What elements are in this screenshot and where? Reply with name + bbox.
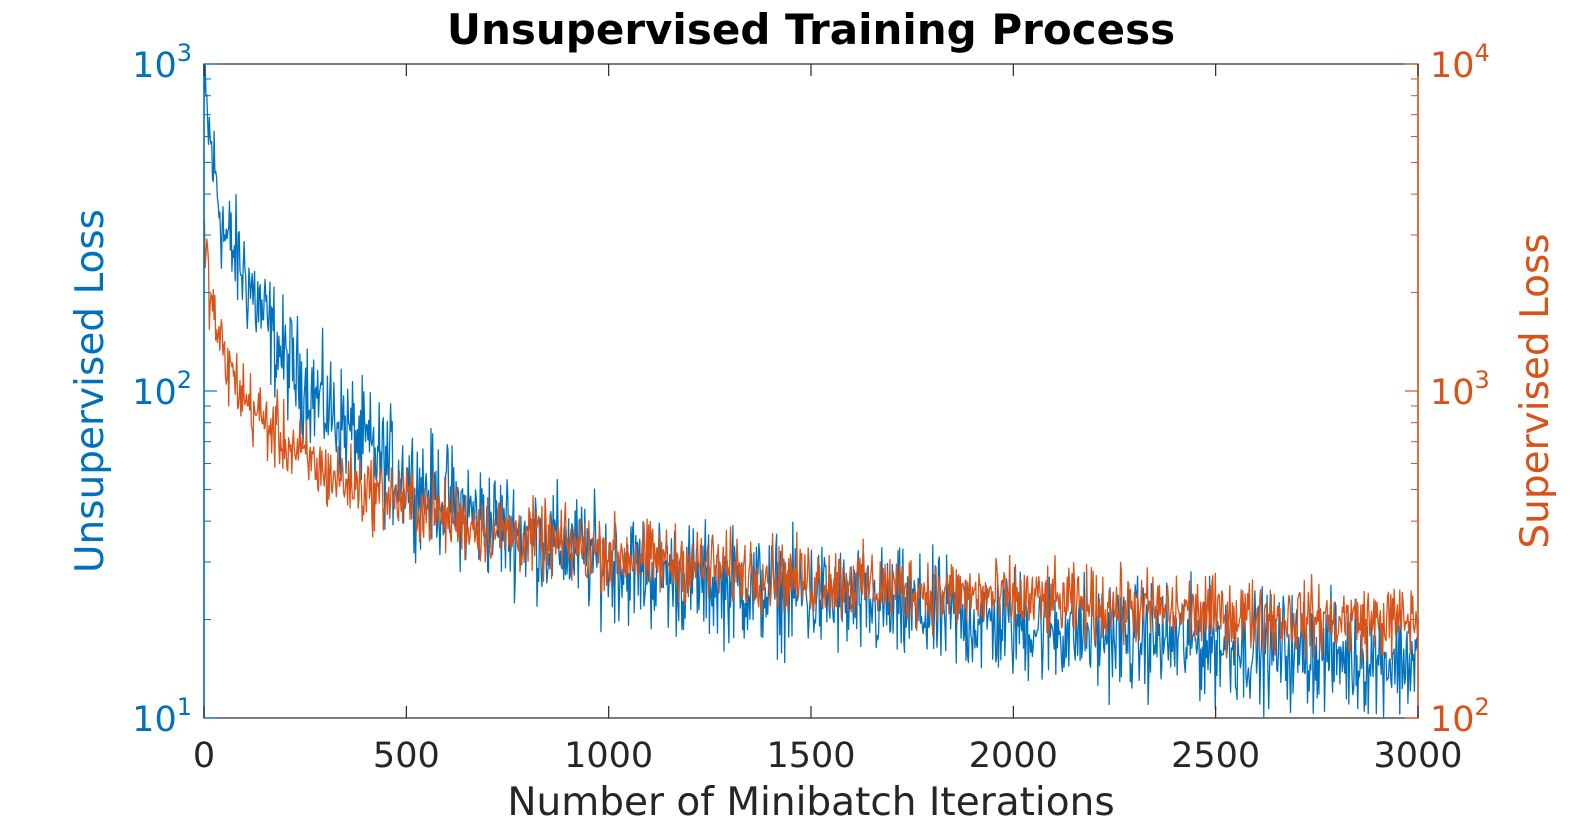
x-tick-label: 1500 [766,736,855,776]
series-layer [203,64,1419,718]
supervised-loss-line [203,219,1419,663]
x-tick-label: 2500 [1171,736,1260,776]
left-axis: 101 102 103 [132,39,217,740]
right-y-tick-label: 102 [1430,693,1490,740]
right-y-tick-label: 103 [1430,366,1490,413]
x-axis: 0 500 1000 1500 2000 2500 3000 [193,64,1463,776]
x-tick-label: 2000 [969,736,1058,776]
left-y-tick-label: 101 [132,693,192,740]
x-tick-label: 3000 [1373,736,1462,776]
x-tick-label: 1000 [564,736,653,776]
x-tick-label: 500 [373,736,440,776]
left-y-axis-label: Unsupervised Loss [68,209,113,573]
right-y-axis-label: Supervised Loss [1513,233,1558,548]
x-axis-label: Number of Minibatch Iterations [507,780,1114,825]
left-y-tick-label: 103 [132,39,192,86]
left-y-tick-label: 102 [132,366,192,413]
right-axis: 102 103 104 [1405,39,1490,740]
right-y-tick-label: 104 [1430,39,1490,86]
chart-title: Unsupervised Training Process [447,5,1175,54]
x-tick-label: 0 [193,736,215,776]
